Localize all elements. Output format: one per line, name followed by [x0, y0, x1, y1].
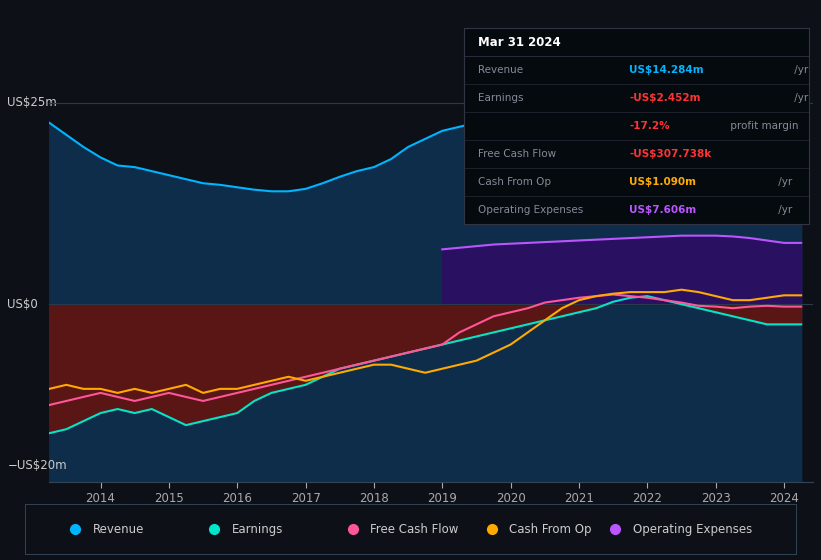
- Text: /yr: /yr: [791, 65, 809, 75]
- Text: Free Cash Flow: Free Cash Flow: [478, 149, 556, 159]
- Text: Operating Expenses: Operating Expenses: [633, 522, 752, 536]
- Text: Mar 31 2024: Mar 31 2024: [478, 35, 561, 49]
- Text: -17.2%: -17.2%: [630, 121, 670, 131]
- Text: Earnings: Earnings: [232, 522, 282, 536]
- Text: US$0: US$0: [7, 298, 38, 311]
- Text: US$25m: US$25m: [7, 96, 57, 109]
- Text: Earnings: Earnings: [478, 93, 523, 103]
- Text: profit margin: profit margin: [727, 121, 798, 131]
- Text: /yr: /yr: [791, 93, 809, 103]
- Text: Revenue: Revenue: [93, 522, 144, 536]
- Text: -US$2.452m: -US$2.452m: [630, 93, 701, 103]
- Text: −US$20m: −US$20m: [7, 459, 67, 472]
- Text: US$7.606m: US$7.606m: [630, 205, 697, 215]
- Text: /yr: /yr: [775, 205, 792, 215]
- Text: Cash From Op: Cash From Op: [509, 522, 592, 536]
- Text: Revenue: Revenue: [478, 65, 523, 75]
- Text: Cash From Op: Cash From Op: [478, 177, 551, 187]
- Text: Free Cash Flow: Free Cash Flow: [370, 522, 459, 536]
- Text: US$1.090m: US$1.090m: [630, 177, 696, 187]
- Text: /yr: /yr: [775, 177, 792, 187]
- Text: -US$307.738k: -US$307.738k: [630, 149, 712, 159]
- Text: Operating Expenses: Operating Expenses: [478, 205, 583, 215]
- Text: US$14.284m: US$14.284m: [630, 65, 704, 75]
